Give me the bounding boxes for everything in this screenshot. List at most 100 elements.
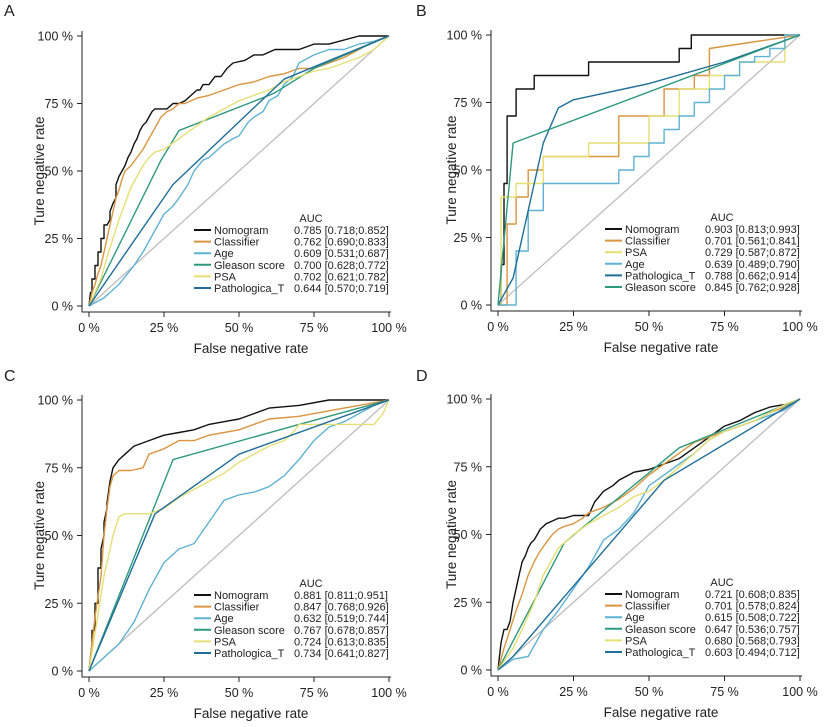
legend-entry-auc: 0.788 [0.662;0.914] (705, 270, 800, 282)
legend-entry-name: Nomogram (625, 589, 679, 601)
legend-entry-auc: 0.644 [0.570;0.719] (294, 283, 389, 295)
legend-entry-auc: 0.881 [0.811;0.951] (294, 590, 388, 602)
roc-curve-gleason-score (497, 34, 801, 306)
x-tick-label: 0 % (78, 686, 100, 700)
y-tick-label: 25 % (454, 231, 483, 245)
legend-title: AUC (299, 578, 322, 590)
legend-entry-auc: 0.903 [0.813;0.993] (705, 224, 800, 236)
legend-entry-name: Nomogram (625, 224, 679, 236)
roc-curve-age (88, 35, 390, 307)
roc-curve-pathologica-t (88, 35, 390, 307)
y-tick-label: 25 % (45, 232, 74, 246)
legend-entry-auc: 0.762 [0.690;0.833] (294, 237, 389, 249)
y-tick-label: 50 % (45, 529, 74, 543)
x-tick-label: 0 % (487, 320, 509, 334)
x-axis-label: False negative rate (194, 706, 309, 721)
legend-entry-auc: 0.647 [0.536;0.757] (705, 624, 800, 636)
legend-entry-name: Pathologica_T (214, 283, 285, 295)
reference-diagonal (88, 35, 390, 307)
y-tick-label: 50 % (454, 528, 483, 542)
reference-diagonal (497, 34, 801, 306)
legend-entry-auc: 0.785 [0.718;0.852] (294, 225, 389, 237)
y-tick-label: 75 % (454, 460, 483, 474)
legend-entry-auc: 0.701 [0.578;0.824] (705, 601, 800, 613)
y-tick-label: 25 % (45, 597, 74, 611)
panel-c: C 0 % 25 % 50 % 75 % 100 % 0 % 25 % 50 % 75 % 100 … (4, 368, 407, 721)
roc-curve-pathologica-t (88, 399, 390, 672)
y-tick-label: 50 % (454, 164, 483, 178)
legend-entry-auc: 0.701 [0.561;0.841] (705, 236, 800, 248)
roc-curve-age (498, 34, 800, 306)
roc-curve-psa (497, 398, 801, 671)
y-tick-label: 0 % (51, 300, 73, 314)
reference-diagonal (88, 399, 390, 672)
roc-curve-nomogram (88, 35, 389, 307)
y-axis-label: Ture negative rate (32, 116, 47, 225)
panel-label: A (4, 3, 15, 20)
x-tick-label: 75 % (300, 321, 329, 335)
legend-entry-auc: 0.603 [0.494;0.712] (705, 647, 800, 659)
roc-curve-classifier (88, 399, 390, 672)
panel-b: B 0 % 25 % 50 % 75 % 100 % 0 % 25 % 50 % 75 % 100 … (416, 3, 818, 355)
y-tick-label: 25 % (454, 596, 483, 610)
legend-title: AUC (710, 212, 733, 224)
x-tick-label: 75 % (710, 685, 739, 699)
legend-entry-auc: 0.680 [0.568;0.793] (705, 635, 800, 647)
legend-entry-auc: 0.734 [0.641;0.827] (294, 648, 389, 660)
roc-curve-psa (88, 35, 390, 307)
axis-frame (490, 30, 802, 312)
legend-entry-name: Pathologica_T (214, 648, 285, 660)
x-tick-label: 100 % (782, 685, 817, 699)
panel-a: A 0 % 25 % 50 % 75 % 100 % 0 % 25 % 50 % 75 % 100 … (4, 3, 407, 356)
y-tick-label: 100 % (38, 30, 73, 44)
panel-d: D 0 % 25 % 50 % 75 % 100 % 0 % 25 % 50 % 75 % 100 … (416, 368, 818, 720)
x-tick-label: 0 % (487, 685, 509, 699)
legend-entry-auc: 0.845 [0.762;0.928] (705, 282, 800, 294)
roc-curve-psa (88, 399, 390, 672)
y-tick-label: 75 % (45, 461, 74, 475)
legend-entry-auc: 0.847 [0.768;0.926] (294, 602, 389, 614)
x-tick-label: 100 % (782, 320, 817, 334)
legend-entry-name: Nomogram (214, 590, 268, 602)
legend-entry-name: Gleason score (214, 625, 285, 637)
legend-entry-name: Pathologica_T (625, 647, 696, 659)
legend-entry-auc: 0.724 [0.613;0.835] (294, 636, 389, 648)
x-tick-label: 25 % (559, 320, 588, 334)
y-axis-label: Ture negative rate (444, 115, 459, 224)
x-axis-label: False negative rate (604, 340, 719, 355)
x-tick-label: 50 % (225, 321, 254, 335)
legend-entry-name: PSA (625, 635, 648, 647)
x-tick-label: 25 % (150, 321, 179, 335)
roc-curve-pathologica-t (497, 398, 801, 671)
legend-entry-auc: 0.632 [0.519;0.744] (294, 613, 389, 625)
legend-entry-auc: 0.721 [0.608;0.835] (705, 589, 800, 601)
roc-curve-gleason-score (88, 35, 390, 307)
legend-entry-name: Gleason score (214, 260, 285, 272)
legend-entry-name: PSA (625, 247, 648, 259)
legend-entry-name: Age (625, 612, 645, 624)
roc-curve-pathologica-t (497, 34, 801, 306)
roc-curve-classifier (88, 35, 390, 307)
y-tick-label: 100 % (447, 393, 482, 407)
legend-entry-name: Gleason score (625, 282, 696, 294)
x-tick-label: 25 % (559, 685, 588, 699)
roc-curve-gleason-score (497, 398, 801, 671)
legend-entry-name: Age (214, 613, 234, 625)
x-tick-label: 75 % (710, 320, 739, 334)
x-tick-label: 50 % (225, 686, 254, 700)
axis-frame (490, 394, 802, 677)
x-tick-label: 25 % (150, 686, 179, 700)
panel-label: B (416, 3, 427, 20)
legend-entry-name: Age (625, 259, 645, 271)
panel-label: C (4, 368, 16, 385)
legend-title: AUC (299, 213, 322, 225)
legend-entry-auc: 0.609 [0.531;0.687] (294, 248, 389, 260)
y-tick-label: 75 % (45, 97, 74, 111)
x-tick-label: 50 % (635, 320, 664, 334)
axis-frame (81, 395, 391, 678)
x-tick-label: 100 % (371, 321, 406, 335)
legend-entry-auc: 0.729 [0.587;0.872] (705, 247, 800, 259)
panel-label: D (416, 368, 428, 385)
legend-entry-name: Classifier (214, 237, 260, 249)
